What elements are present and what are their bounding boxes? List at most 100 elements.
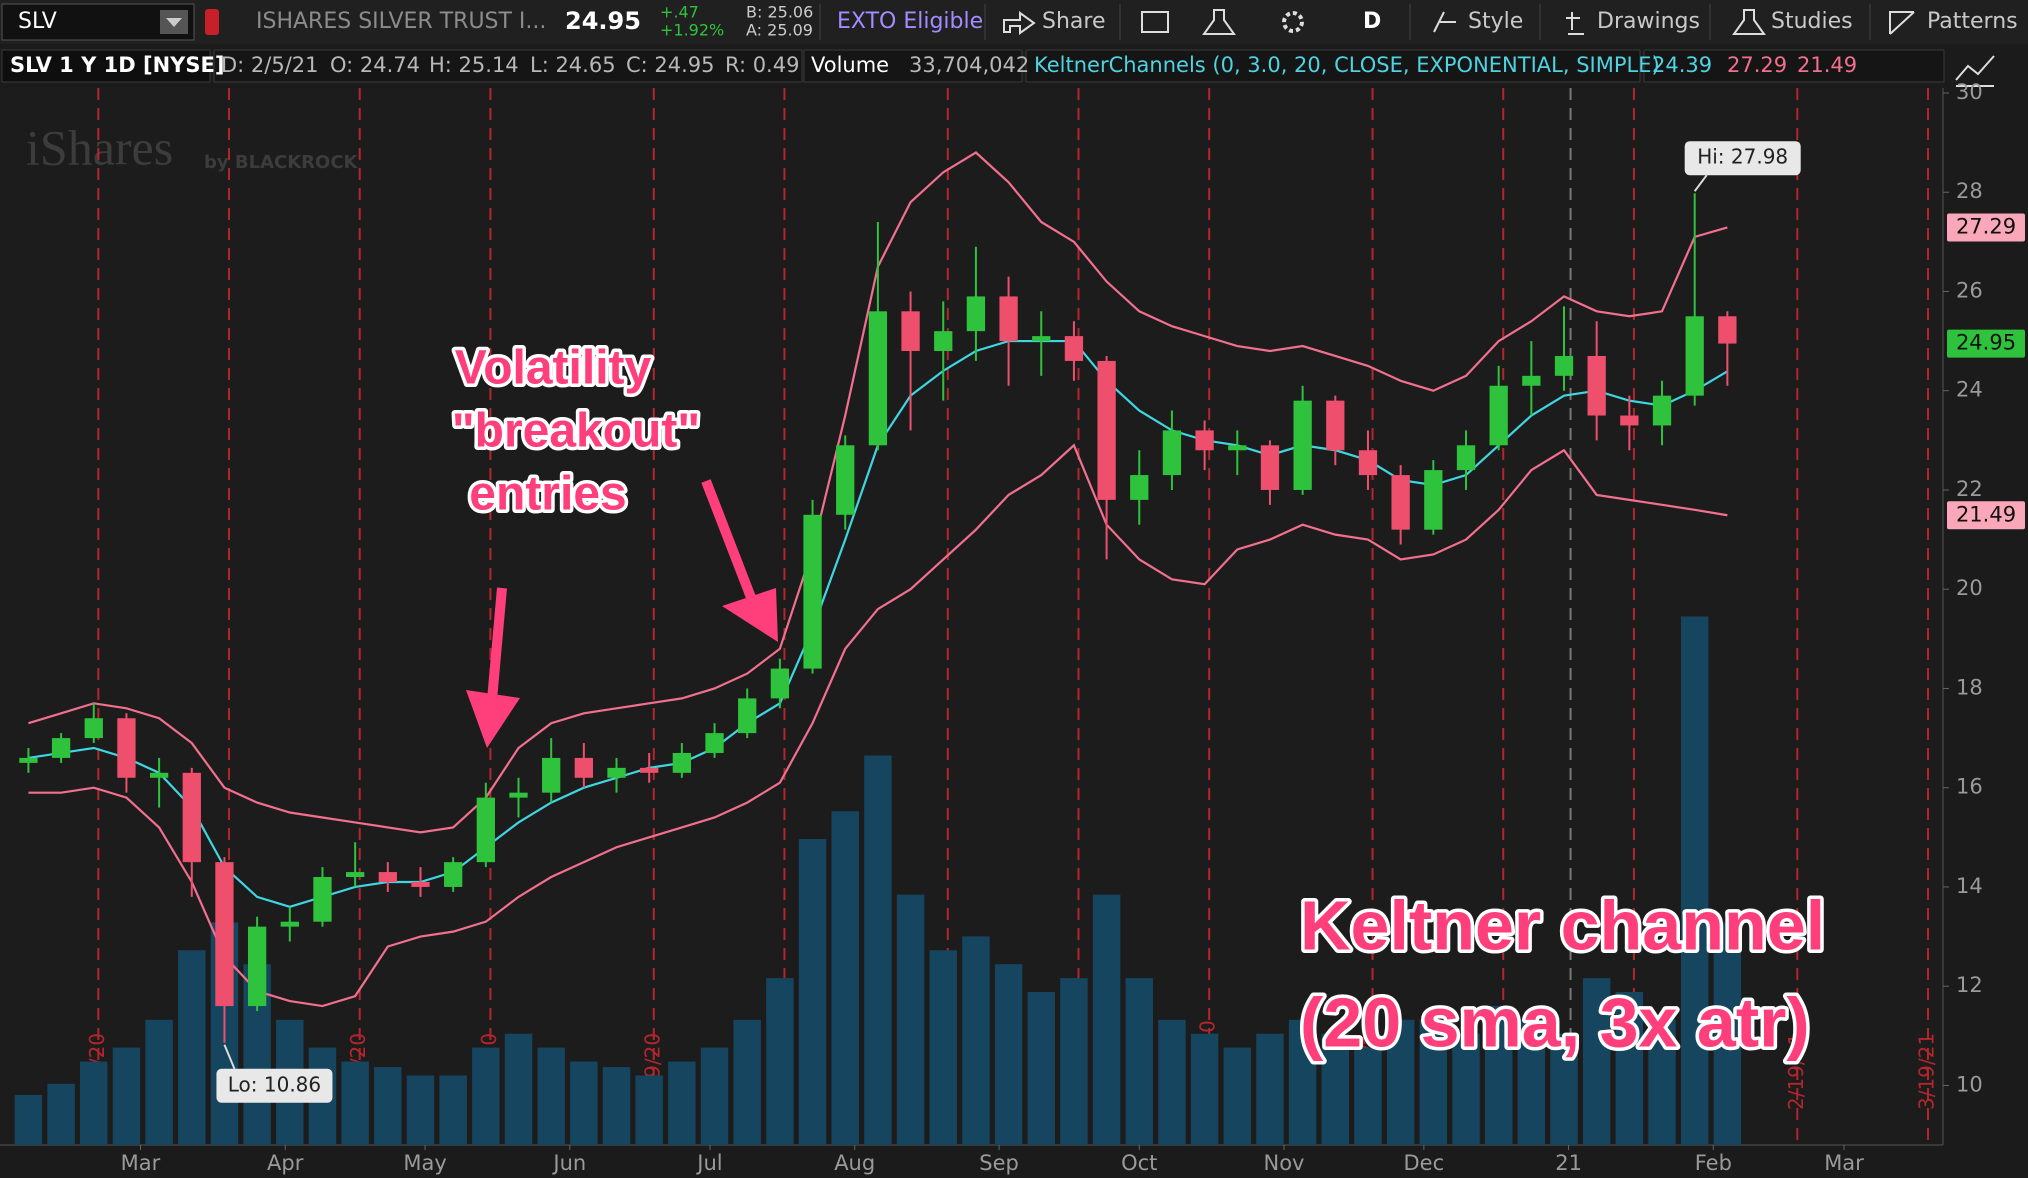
- candle-body: [215, 862, 234, 1007]
- volume-bar: [1386, 1019, 1415, 1145]
- x-tick-label: Apr: [267, 1151, 304, 1175]
- volume-bar: [831, 811, 859, 1145]
- drawings-icon: [1566, 12, 1584, 35]
- dropdown-arrow: [166, 18, 182, 27]
- x-tick-label: Jul: [695, 1151, 722, 1175]
- keltner-annotation: Keltner channel (20 sma, 3x atr): [1297, 883, 1829, 1065]
- breakout-annotation: Volatility "breakout" entries: [448, 338, 778, 748]
- volume-bar: [1713, 922, 1742, 1145]
- study-lower: 21.49: [1797, 53, 1857, 77]
- toolbar: SLV ISHARES SILVER TRUST I... 24.95 +.47…: [0, 0, 2028, 44]
- candle-body: [999, 296, 1018, 342]
- watermark-brand: iShares: [26, 119, 173, 175]
- volume-bar: [668, 1061, 696, 1145]
- info-bar: SLV 1 Y 1D [NYSE] D: 2/5/21 O: 24.74 H: …: [0, 44, 2028, 88]
- grid-icon[interactable]: [1141, 11, 1169, 33]
- volume-bar: [1419, 1019, 1448, 1145]
- expiration-label: 2/19/21: [1784, 1033, 1808, 1110]
- candle-body: [1620, 415, 1639, 426]
- candle-body: [901, 311, 920, 352]
- x-tick-label: Feb: [1695, 1151, 1732, 1175]
- price-badge: [1947, 501, 2025, 530]
- volume-bar: [766, 978, 794, 1145]
- candle-body: [1097, 360, 1116, 500]
- settings-icon[interactable]: [1282, 11, 1304, 33]
- candle-body: [1587, 355, 1606, 416]
- volume-bar: [1223, 1047, 1252, 1145]
- volume-bar: [1354, 1047, 1382, 1145]
- candle-body: [934, 331, 953, 352]
- candle-body: [868, 311, 888, 446]
- candle-body: [542, 757, 561, 793]
- candle-layer: [19, 193, 1737, 1043]
- annotation-text: Volatility: [455, 342, 652, 395]
- study-label: KeltnerChannels (0, 3.0, 20, CLOSE, EXPO…: [1034, 53, 1660, 77]
- candle-body: [509, 792, 528, 798]
- patterns[interactable]: Patterns: [1927, 9, 2018, 34]
- period[interactable]: D: [1363, 9, 1381, 34]
- candle-body: [1489, 385, 1508, 446]
- x-tick-label: Mar: [1824, 1151, 1864, 1175]
- volume-bar: [439, 1075, 467, 1145]
- price-badge-label: 27.29: [1956, 214, 2016, 238]
- drawings[interactable]: Drawings: [1597, 9, 1700, 34]
- price-badge-label: 24.95: [1956, 331, 2016, 355]
- candle-body: [476, 797, 495, 863]
- studies[interactable]: Studies: [1771, 9, 1853, 34]
- volume-bar: [1060, 978, 1088, 1145]
- candle-body: [117, 718, 136, 778]
- hi-box: [1684, 141, 1801, 176]
- candle-body: [313, 877, 332, 922]
- y-tick-label: 20: [1956, 576, 1983, 600]
- volume-bar: [1158, 1019, 1186, 1145]
- candle-body: [247, 926, 267, 1007]
- volume-bar: [1125, 978, 1153, 1145]
- info-cell: [1643, 49, 1945, 83]
- candle-body: [378, 872, 397, 882]
- y-tick-label: 14: [1956, 874, 1983, 898]
- share[interactable]: Share: [1042, 9, 1106, 34]
- volume-bar: [1321, 1033, 1350, 1145]
- arrow-shaft: [701, 479, 757, 602]
- y-tick-label: 10: [1956, 1072, 1983, 1096]
- watermark-by: by BLACKROCK: [204, 152, 359, 173]
- candle-body: [966, 296, 986, 332]
- symbol[interactable]: SLV: [18, 9, 57, 34]
- volume-bar: [1092, 894, 1121, 1145]
- volume-bar: [374, 1067, 402, 1145]
- study-upper: 27.29: [1727, 53, 1787, 77]
- price-badge: [1947, 213, 2025, 242]
- candle-body: [1391, 475, 1410, 530]
- axis-icon[interactable]: [1955, 55, 1995, 87]
- x-tick-label: Oct: [1121, 1151, 1157, 1175]
- lab-icon[interactable]: [1202, 9, 1236, 35]
- volume-bar: [80, 1061, 108, 1145]
- candle-body: [1162, 430, 1182, 476]
- toolbar-bg: [0, 0, 2028, 44]
- candle-body: [1326, 400, 1345, 451]
- volume-bar: [1190, 1033, 1219, 1145]
- x-tick-label: Aug: [834, 1151, 875, 1175]
- y-tick-label: 18: [1956, 675, 1983, 699]
- change: +.47: [660, 3, 699, 22]
- info-cell: [1, 49, 211, 83]
- alert-icon[interactable]: [205, 9, 219, 35]
- x-tick-label: Sep: [979, 1151, 1019, 1175]
- x-tick-label: Jun: [551, 1151, 586, 1175]
- y-tick-label: 28: [1956, 179, 1983, 203]
- exto[interactable]: EXTO Eligible: [837, 9, 983, 34]
- y-tick-label: 16: [1956, 775, 1983, 799]
- info-symbol: SLV 1 Y 1D [NYSE]: [10, 53, 224, 77]
- volume-bar: [406, 1075, 435, 1145]
- info-close: C: 24.95: [626, 53, 715, 77]
- volume-bar: [1027, 992, 1055, 1145]
- axis-layer: 10 12 14 16 18 20 22 24 26 28 30 Mar Apr May Jun Jul Aug…: [121, 80, 2025, 1175]
- x-tick-label: 21: [1555, 1151, 1582, 1175]
- lo-box: [216, 1068, 333, 1103]
- share-icon: [1003, 11, 1036, 35]
- last-price: 24.95: [565, 7, 641, 35]
- style[interactable]: Style: [1468, 9, 1523, 34]
- volume-bar: [570, 1061, 598, 1145]
- info-cell: [803, 49, 1023, 83]
